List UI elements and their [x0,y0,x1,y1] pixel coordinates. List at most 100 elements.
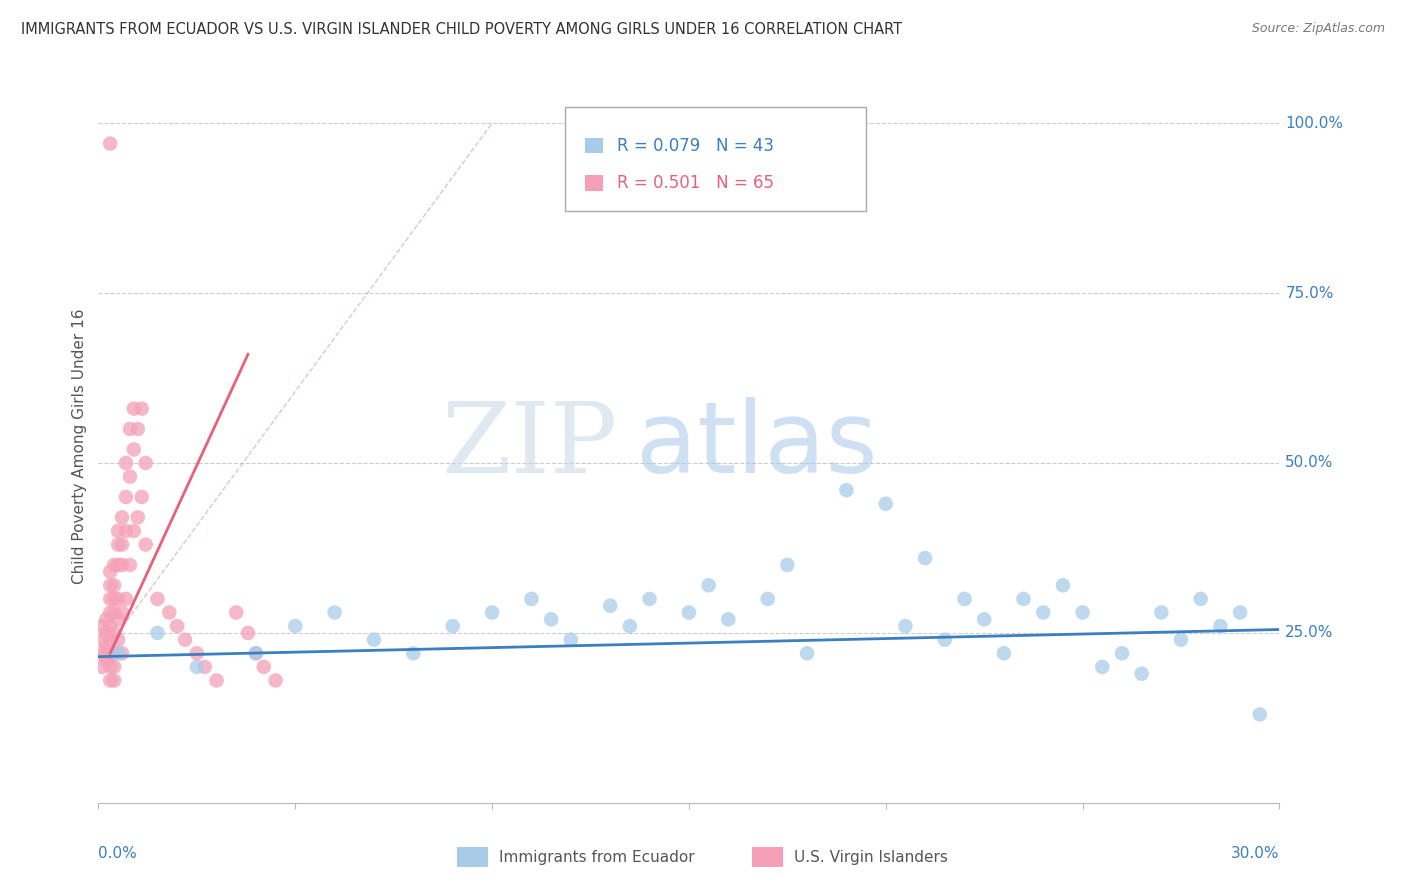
Point [131,401,153,416]
Text: 30.0%: 30.0% [1232,846,1279,861]
Point [135,456,157,470]
Text: 75.0%: 75.0% [1285,285,1334,301]
Point [1229,606,1251,620]
Point [894,619,917,633]
Point [98,136,121,151]
Point [122,401,145,416]
Point [111,646,134,660]
Point [1130,666,1153,681]
Point [96,612,118,626]
Point [107,646,129,660]
Point [1052,578,1074,592]
Point [118,469,141,483]
Text: ZIP: ZIP [441,398,619,494]
Point [98,565,121,579]
Point [1209,619,1232,633]
Point [98,646,121,660]
Point [619,619,641,633]
Point [146,626,169,640]
Point [638,591,661,606]
Point [91,660,114,674]
Point [115,524,138,538]
Point [111,558,134,572]
Point [245,646,267,660]
Text: IMMIGRANTS FROM ECUADOR VS U.S. VIRGIN ISLANDER CHILD POVERTY AMONG GIRLS UNDER : IMMIGRANTS FROM ECUADOR VS U.S. VIRGIN I… [21,22,903,37]
Point [135,537,157,551]
Point [107,558,129,572]
Point [103,606,125,620]
Point [776,558,799,572]
Point [236,626,259,640]
Y-axis label: Child Poverty Among Girls Under 16: Child Poverty Among Girls Under 16 [72,309,87,583]
Point [103,591,125,606]
Text: U.S. Virgin Islanders: U.S. Virgin Islanders [794,850,948,864]
Point [98,578,121,592]
Point [98,673,121,688]
Point [1032,606,1054,620]
Point [481,606,503,620]
Point [127,510,149,524]
Point [122,524,145,538]
Point [98,606,121,620]
Point [186,660,208,674]
Point [91,619,114,633]
Point [934,632,956,647]
Point [96,640,118,654]
Point [96,646,118,660]
Point [157,606,180,620]
Point [103,558,125,572]
Text: 100.0%: 100.0% [1285,116,1343,131]
Point [1150,606,1173,620]
Point [103,626,125,640]
Point [697,578,720,592]
Point [264,673,287,688]
Text: atlas: atlas [636,398,877,494]
Point [115,591,138,606]
Point [875,497,897,511]
Point [323,606,346,620]
Point [103,660,125,674]
Point [118,558,141,572]
Point [98,591,121,606]
Text: Immigrants from Ecuador: Immigrants from Ecuador [499,850,695,864]
Point [1170,632,1192,647]
Text: 50.0%: 50.0% [1285,456,1334,470]
Bar [585,175,603,191]
Point [540,612,562,626]
Point [1111,646,1133,660]
Point [122,442,145,457]
Point [98,632,121,647]
Point [91,646,114,660]
Point [717,612,740,626]
Point [245,646,267,660]
Point [127,422,149,436]
Point [253,660,276,674]
Point [186,646,208,660]
Point [103,673,125,688]
Point [599,599,621,613]
Point [1071,606,1094,620]
Text: Source: ZipAtlas.com: Source: ZipAtlas.com [1251,22,1385,36]
Point [1091,660,1114,674]
Point [225,606,247,620]
Point [103,578,125,592]
Point [107,524,129,538]
Point [111,510,134,524]
Point [96,653,118,667]
Point [111,606,134,620]
Point [914,551,936,566]
Point [96,626,118,640]
Text: 25.0%: 25.0% [1285,625,1334,640]
Point [131,490,153,504]
Point [520,591,543,606]
Point [166,619,188,633]
Bar [585,137,603,153]
Point [111,537,134,551]
Point [1249,707,1271,722]
Point [402,646,425,660]
Point [756,591,779,606]
Point [107,537,129,551]
Point [98,619,121,633]
Point [560,632,582,647]
Point [678,606,700,620]
